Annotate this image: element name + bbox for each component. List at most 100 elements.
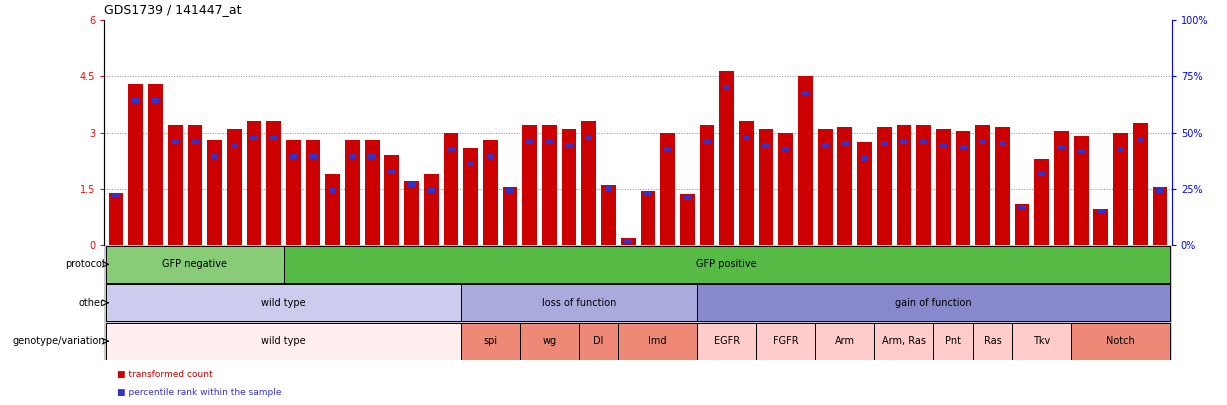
Bar — [520, 323, 579, 360]
Bar — [427, 188, 434, 193]
Text: spi: spi — [483, 336, 497, 346]
Bar — [1152, 187, 1167, 245]
Bar — [815, 323, 875, 360]
Text: Dl: Dl — [594, 336, 604, 346]
Text: Ras: Ras — [984, 336, 1001, 346]
Bar — [897, 125, 912, 245]
Bar — [697, 284, 1169, 321]
Bar — [423, 174, 438, 245]
Bar — [1136, 138, 1144, 142]
Bar — [168, 125, 183, 245]
Bar — [461, 323, 520, 360]
Bar — [107, 284, 461, 321]
Bar — [211, 154, 218, 159]
Bar — [875, 323, 934, 360]
Bar — [660, 133, 675, 245]
Bar — [683, 196, 691, 200]
Bar — [1156, 188, 1163, 193]
Bar — [1113, 133, 1128, 245]
Bar — [191, 139, 199, 144]
Text: ■ percentile rank within the sample: ■ percentile rank within the sample — [117, 388, 281, 397]
Bar — [148, 84, 163, 245]
Bar — [566, 143, 573, 148]
Bar — [625, 239, 632, 243]
Bar — [384, 155, 399, 245]
Text: FGFR: FGFR — [773, 336, 799, 346]
Bar — [742, 136, 750, 140]
Text: wg: wg — [542, 336, 557, 346]
Bar — [861, 156, 869, 161]
Text: loss of function: loss of function — [542, 298, 616, 308]
Bar — [443, 133, 459, 245]
Bar — [129, 84, 144, 245]
Bar — [703, 139, 710, 144]
Bar — [618, 323, 697, 360]
Text: wild type: wild type — [261, 298, 306, 308]
Bar — [699, 125, 714, 245]
Bar — [503, 187, 518, 245]
Bar — [956, 131, 971, 245]
Bar — [290, 154, 297, 159]
Bar — [973, 323, 1012, 360]
Bar — [188, 125, 202, 245]
Bar — [407, 183, 415, 187]
Text: Imd: Imd — [649, 336, 667, 346]
Bar — [404, 181, 418, 245]
Bar — [283, 246, 1169, 283]
Bar — [329, 188, 336, 193]
Bar — [999, 141, 1006, 146]
Bar — [325, 174, 340, 245]
Text: Notch: Notch — [1107, 336, 1135, 346]
Bar — [250, 136, 258, 140]
Bar — [838, 127, 853, 245]
Text: Arm, Ras: Arm, Ras — [882, 336, 926, 346]
Text: EGFR: EGFR — [714, 336, 740, 346]
Bar — [920, 139, 928, 144]
Bar — [309, 154, 317, 159]
Bar — [995, 127, 1010, 245]
Bar — [306, 140, 320, 245]
Bar — [579, 323, 618, 360]
Bar — [778, 133, 793, 245]
Text: Pnt: Pnt — [945, 336, 961, 346]
Bar — [842, 141, 849, 146]
Bar — [975, 125, 990, 245]
Text: gain of function: gain of function — [896, 298, 972, 308]
Bar — [756, 323, 815, 360]
Bar — [231, 143, 238, 148]
Bar — [601, 185, 616, 245]
Bar — [605, 186, 612, 191]
Bar — [739, 122, 753, 245]
Bar — [286, 140, 301, 245]
Bar — [546, 139, 553, 144]
Bar — [542, 125, 557, 245]
Bar — [644, 192, 652, 196]
Bar — [523, 125, 537, 245]
Bar — [364, 140, 379, 245]
Bar — [940, 143, 947, 148]
Bar — [723, 85, 730, 90]
Bar — [348, 154, 356, 159]
Bar — [934, 323, 973, 360]
Bar — [388, 169, 395, 174]
Bar — [207, 140, 222, 245]
Bar — [1012, 323, 1071, 360]
Bar — [133, 98, 140, 103]
Bar — [782, 147, 789, 151]
Bar — [821, 143, 829, 148]
Bar — [680, 194, 694, 245]
Bar — [270, 136, 277, 140]
Bar — [107, 323, 461, 360]
Bar — [585, 136, 593, 140]
Bar — [1015, 204, 1029, 245]
Bar — [507, 188, 514, 193]
Bar — [817, 129, 833, 245]
Bar — [1093, 209, 1108, 245]
Bar — [917, 125, 931, 245]
Bar — [152, 98, 160, 103]
Bar — [1077, 149, 1085, 153]
Bar — [487, 154, 494, 159]
Bar — [368, 154, 375, 159]
Bar — [1071, 323, 1169, 360]
Bar — [697, 323, 756, 360]
